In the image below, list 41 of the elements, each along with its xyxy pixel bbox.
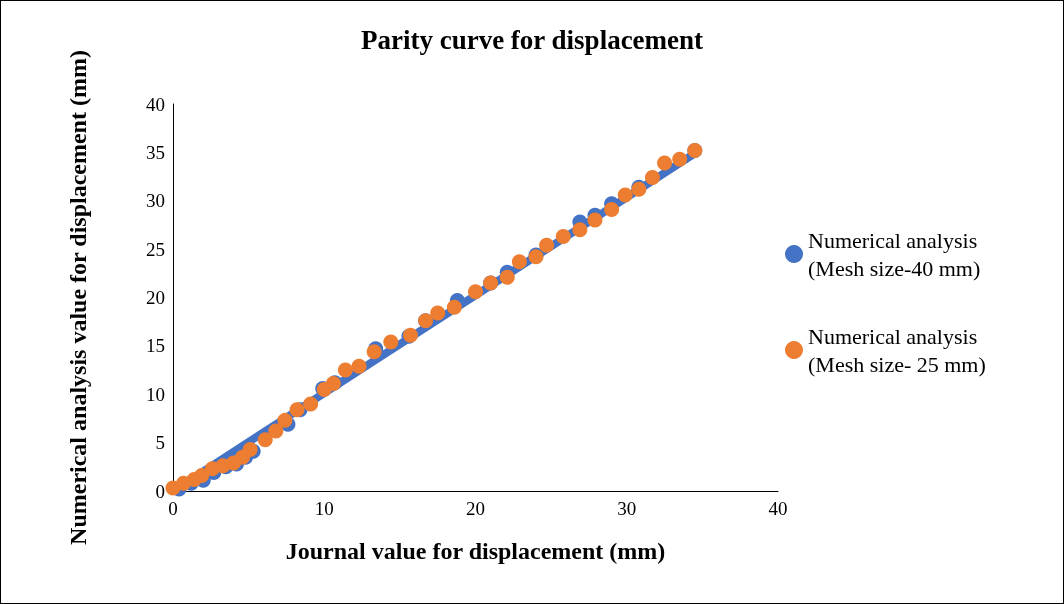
point — [446, 299, 462, 315]
x-tick-label: 20 — [466, 498, 485, 519]
x-tick-label: 40 — [768, 498, 788, 519]
point — [351, 358, 367, 374]
point — [657, 155, 673, 171]
chart-title: Parity curve for displacement — [360, 24, 704, 55]
x-tick-label: 10 — [314, 498, 334, 519]
point — [644, 170, 660, 186]
point — [194, 468, 210, 484]
point — [268, 423, 284, 439]
point — [468, 284, 483, 300]
point — [617, 187, 633, 203]
legend-label: Numerical analysis (Mesh size-40 mm) — [808, 227, 983, 281]
point — [539, 237, 555, 253]
y-axis-title: Numerical analysis value for displacement (mm) — [65, 50, 91, 545]
point — [257, 432, 273, 448]
y-tick-label: 35 — [146, 141, 165, 163]
y-tick-label: 20 — [146, 287, 165, 308]
point — [511, 254, 527, 270]
y-tick-label: 40 — [146, 93, 165, 115]
y-tick-label: 15 — [146, 335, 165, 357]
point — [337, 362, 353, 378]
x-tick-label: 30 — [617, 498, 637, 519]
x-axis-title: Journal value for displacement (mm) — [285, 538, 666, 564]
point — [672, 151, 688, 167]
point — [555, 229, 571, 245]
y-tick-label: 30 — [146, 190, 165, 212]
y-tick-label: 5 — [155, 432, 165, 454]
y-tick-label: 25 — [146, 238, 165, 260]
point — [604, 201, 620, 217]
point — [277, 412, 293, 428]
point — [499, 269, 515, 285]
point — [303, 396, 319, 412]
x-tick-label: 0 — [168, 498, 178, 519]
y-tick-label: 0 — [155, 480, 165, 502]
point — [587, 212, 603, 228]
legend-label: Numerical analysis (Mesh size- 25 mm) — [808, 323, 986, 377]
point — [383, 334, 399, 350]
point — [430, 305, 446, 321]
point — [572, 222, 588, 238]
y-tick-label: 10 — [146, 383, 165, 405]
